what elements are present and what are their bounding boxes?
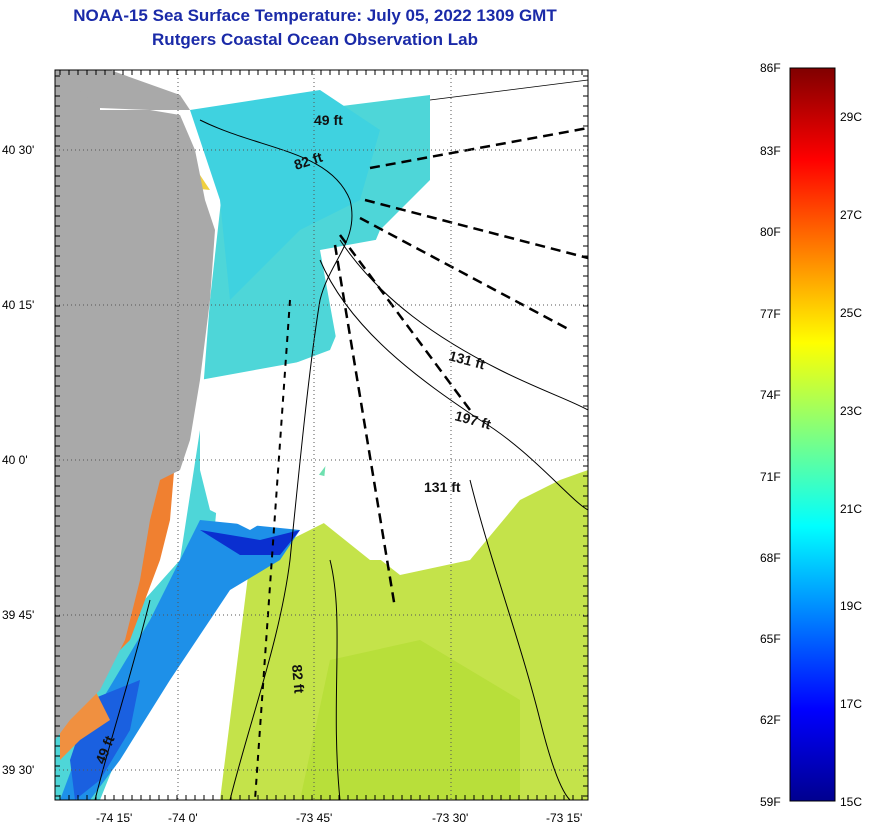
depth-label: 131 ft (424, 479, 461, 495)
colorbar-f-label: 74F (760, 388, 781, 402)
colorbar-c-label: 19C (840, 599, 862, 613)
colorbar-c-label: 17C (840, 697, 862, 711)
lat-tick-label: 40 0' (2, 453, 28, 467)
colorbar-f-label: 65F (760, 632, 781, 646)
lon-tick-label: -73 45' (296, 811, 332, 825)
colorbar-f-label: 62F (760, 713, 781, 727)
lon-tick-label: -74 0' (168, 811, 198, 825)
lon-tick-label: -74 15' (96, 811, 132, 825)
colorbar-f-label: 68F (760, 551, 781, 565)
land-new-jersey (55, 70, 215, 740)
lat-tick-label: 40 15' (2, 298, 34, 312)
lat-tick-label: 40 30' (2, 143, 34, 157)
colorbar-c-label: 25C (840, 306, 862, 320)
depth-label: 82 ft (289, 664, 307, 694)
lat-tick-label: 39 45' (2, 608, 34, 622)
depth-label: 49 ft (314, 112, 343, 128)
colorbar-f-label: 59F (760, 795, 781, 809)
colorbar-c-label: 15C (840, 795, 862, 809)
map-title: NOAA-15 Sea Surface Temperature: July 05… (73, 6, 557, 25)
lat-tick-label: 39 30' (2, 763, 34, 777)
colorbar-f-label: 86F (760, 61, 781, 75)
map-subtitle: Rutgers Coastal Ocean Observation Lab (152, 30, 478, 49)
colorbar (789, 67, 836, 802)
colorbar-f-label: 80F (760, 225, 781, 239)
lon-tick-label: -73 30' (432, 811, 468, 825)
lon-tick-label: -73 15' (546, 811, 582, 825)
colorbar-c-labels: 29C 27C 25C 23C 21C 19C 17C 15C (840, 110, 862, 809)
colorbar-c-label: 29C (840, 110, 862, 124)
colorbar-f-labels: 86F 83F 80F 77F 74F 71F 68F 65F 62F 59F (760, 61, 781, 809)
sst-field (55, 70, 588, 800)
colorbar-c-label: 27C (840, 208, 862, 222)
colorbar-c-label: 23C (840, 404, 862, 418)
colorbar-f-label: 71F (760, 470, 781, 484)
colorbar-c-label: 21C (840, 502, 862, 516)
colorbar-f-label: 83F (760, 144, 781, 158)
colorbar-f-label: 77F (760, 307, 781, 321)
